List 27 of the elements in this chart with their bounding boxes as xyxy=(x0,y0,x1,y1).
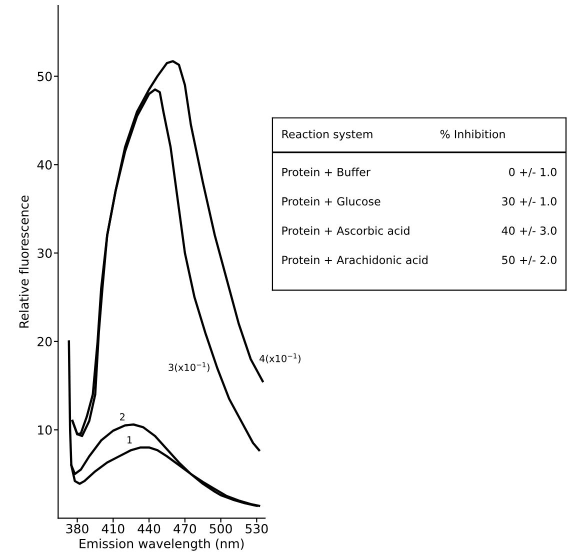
series-label: 3(x10$^{−1}$) xyxy=(168,362,210,372)
text: 30 +/- 1.0 xyxy=(502,197,556,206)
text: 0 +/- 1.0 xyxy=(509,168,556,178)
text: Protein + Arachidonic acid xyxy=(282,256,428,264)
y-tick-label: 30 xyxy=(38,248,52,258)
x-tick-label: 380 xyxy=(66,524,88,534)
series-label: 4(x10$^{−1}$) xyxy=(260,353,300,364)
text: Protein + Buffer xyxy=(282,168,370,176)
text: % Inhibition xyxy=(440,130,505,138)
x-tick-label: 470 xyxy=(174,524,196,534)
text: Reaction system xyxy=(282,130,372,140)
text: 40 +/- 3.0 xyxy=(502,226,556,236)
x-tick-label: 410 xyxy=(102,524,124,534)
x-tick-label: 440 xyxy=(138,524,160,534)
text: Protein + Ascorbic acid xyxy=(282,226,410,235)
y-tick-label: 40 xyxy=(37,160,52,170)
text: 50 +/- 2.0 xyxy=(502,256,556,266)
series-label: 2 xyxy=(120,413,124,420)
x-tick-label: 530 xyxy=(246,524,268,534)
series-label: 1 xyxy=(128,436,132,444)
x-tick-label: 500 xyxy=(210,524,232,534)
y-tick-label: 10 xyxy=(38,425,52,435)
y-axis-title: Relative fluorescence xyxy=(19,196,29,328)
x-axis-title: Emission wavelength (nm) xyxy=(80,538,244,551)
y-tick-label: 50 xyxy=(38,72,52,82)
text: Protein + Glucose xyxy=(282,196,380,206)
y-tick-label: 20 xyxy=(38,336,52,346)
